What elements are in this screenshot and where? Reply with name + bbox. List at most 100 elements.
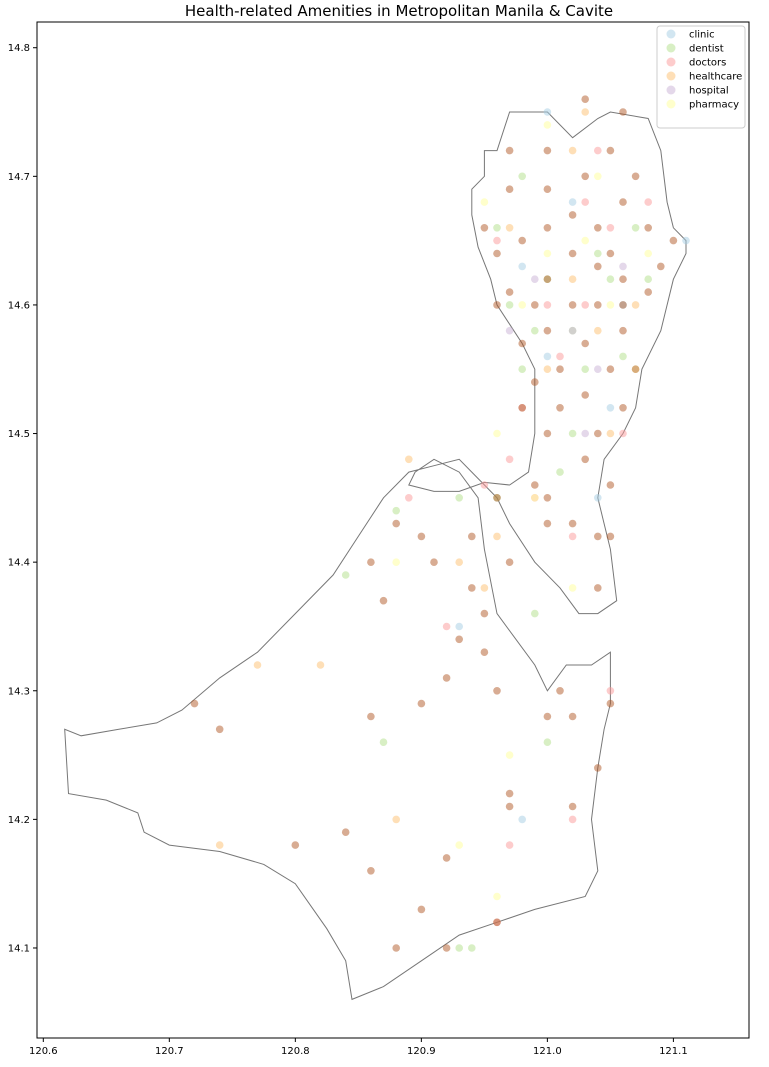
point-series6-24 [430,558,438,566]
legend-marker-pharmacy [666,99,676,109]
point-series6-43 [531,301,539,309]
point-series6-60 [505,185,514,193]
y-tick-label: 14.5 [8,429,30,440]
point-healthcare-1 [253,661,262,669]
point-pharmacy-13 [531,494,539,502]
point-series6-3 [341,828,350,836]
point-hospital-2 [619,262,627,271]
point-series6-77 [531,378,539,386]
point-series6-30 [594,532,602,541]
point-series6-48 [619,275,627,284]
region-boundary [64,111,687,1001]
point-healthcare-7 [505,224,514,232]
point-series6-72 [594,301,602,309]
legend-label-dentist: dentist [689,44,724,55]
point-dentist-13 [556,468,564,476]
point-healthcare-6 [581,108,589,116]
point-series6-44 [505,288,514,296]
point-series6-6 [417,905,426,914]
point-series6-85 [367,712,375,721]
point-dentist-23 [531,609,539,618]
point-series6-80 [543,519,552,528]
point-doctors-18 [568,532,577,541]
point-series6-27 [531,481,539,489]
point-series6-10 [505,789,514,798]
point-series6-61 [543,185,552,193]
point-series6-11 [568,802,577,811]
point-series6-49 [644,288,652,296]
point-series6-16 [493,687,501,695]
point-doctors-2 [568,815,577,824]
point-doctors-9 [581,301,589,309]
legend-label-healthcare: healthcare [689,72,742,83]
y-tick-label: 14.1 [8,943,30,954]
point-dentist-4 [341,571,350,579]
point-healthcare-3 [405,455,413,464]
legend-marker-clinic [666,29,676,39]
x-tick-label: 120.7 [155,1046,184,1057]
point-series6-53 [619,198,627,206]
point-series6-20 [417,699,426,708]
point-series6-15 [556,687,564,695]
point-series6-84 [480,609,489,618]
point-hospital-1 [594,365,602,374]
point-pharmacy-14 [581,236,589,245]
point-pharmacy-0 [493,892,501,901]
point-doctors-15 [543,301,552,309]
point-clinic-9 [594,494,602,502]
point-series6-41 [556,365,564,374]
point-series6-17 [455,635,464,644]
point-pharmacy-12 [644,249,652,258]
point-dentist-20 [568,429,577,438]
point-series6-69 [493,301,501,309]
point-dentist-2 [392,506,401,515]
point-series6-5 [392,944,401,952]
point-dentist-18 [493,224,501,232]
point-hospital-0 [568,326,577,335]
points-layer [190,95,690,952]
point-hospital-4 [581,429,589,438]
point-series6-57 [518,236,526,245]
point-series6-38 [619,326,627,335]
point-clinic-2 [518,262,526,271]
point-dentist-3 [379,738,388,746]
x-axis: 120.6 120.7 120.8 120.9 121.0 121.1 [29,1038,688,1057]
point-series6-32 [518,404,526,412]
point-healthcare-14 [480,584,489,592]
point-dentist-16 [518,365,526,374]
point-series6-64 [631,172,640,181]
point-series6-33 [543,429,552,438]
point-doctors-6 [480,481,489,489]
x-tick-label: 120.6 [29,1046,58,1057]
point-series6-55 [568,211,577,219]
point-dentist-19 [594,249,602,258]
point-doctors-12 [493,236,501,245]
point-series6-42 [543,326,552,335]
legend-label-clinic: clinic [689,30,715,41]
point-dentist-0 [468,944,476,952]
legend-marker-doctors [666,57,676,67]
legend-label-hospital: hospital [689,86,729,97]
point-series6-86 [505,802,514,811]
point-healthcare-8 [594,326,602,335]
point-series6-31 [594,584,602,592]
point-clinic-7 [606,404,615,412]
point-doctors-5 [405,494,413,502]
point-doctors-8 [556,352,564,361]
point-doctors-10 [606,224,615,232]
point-healthcare-12 [631,301,640,309]
point-series6-81 [442,674,451,682]
point-series6-37 [631,365,640,374]
point-series6-35 [606,481,615,489]
point-series6-76 [556,404,564,412]
point-pharmacy-1 [505,751,514,759]
point-series6-65 [619,108,627,116]
point-clinic-4 [455,622,464,631]
point-pharmacy-11 [543,249,552,258]
point-series6-19 [468,584,476,592]
point-series6-1 [215,725,224,734]
x-tick-label: 120.8 [281,1046,310,1057]
point-series6-21 [367,558,375,566]
point-healthcare-9 [543,365,552,374]
